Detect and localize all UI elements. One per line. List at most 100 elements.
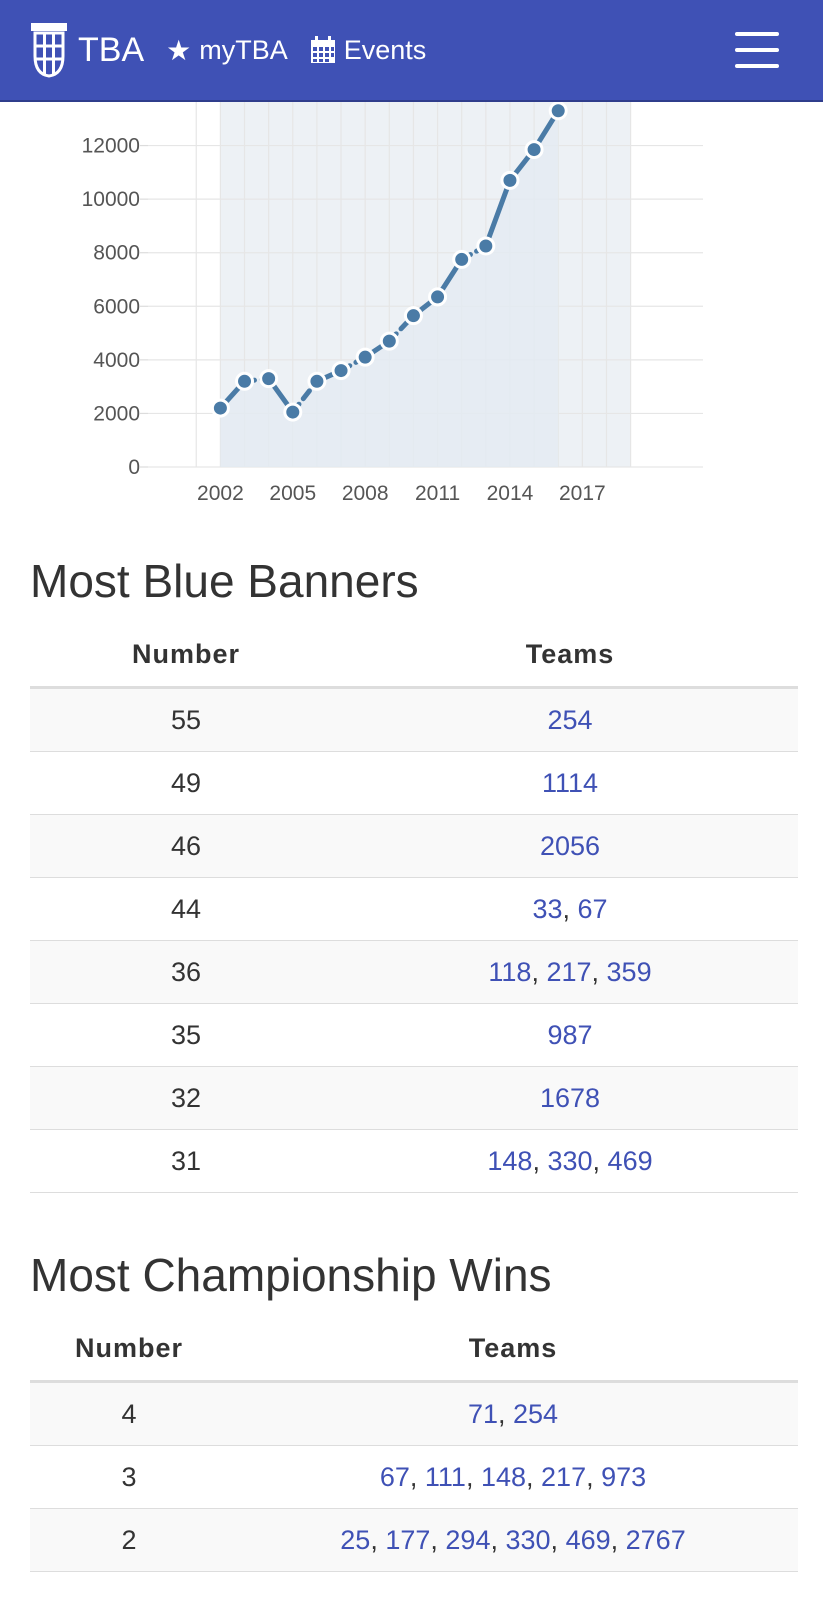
table-row: 3 67, 111, 148, 217, 973 bbox=[30, 1445, 798, 1509]
number-cell: 55 bbox=[30, 687, 342, 752]
team-link[interactable]: 67 bbox=[379, 1461, 410, 1492]
number-cell: 44 bbox=[30, 877, 342, 941]
team-link[interactable]: 148 bbox=[487, 1145, 533, 1176]
team-link[interactable]: 254 bbox=[547, 704, 593, 735]
y-tick-label: 8000 bbox=[93, 242, 140, 265]
team-separator: , bbox=[592, 1145, 608, 1176]
number-cell: 35 bbox=[30, 1003, 342, 1067]
nav-link-events[interactable]: Events bbox=[310, 34, 427, 66]
team-separator: , bbox=[370, 1524, 386, 1555]
teams-cell: 254 bbox=[342, 687, 798, 752]
team-link[interactable]: 330 bbox=[547, 1145, 593, 1176]
team-link[interactable]: 118 bbox=[488, 956, 532, 987]
data-point[interactable] bbox=[379, 331, 399, 351]
data-point[interactable] bbox=[452, 249, 472, 269]
y-tick-label: 12000 bbox=[82, 135, 140, 158]
data-point[interactable] bbox=[259, 369, 279, 389]
team-separator: , bbox=[591, 956, 607, 987]
area-fill bbox=[220, 110, 559, 467]
data-point[interactable] bbox=[331, 361, 351, 381]
data-point[interactable] bbox=[355, 347, 375, 367]
x-tick-label: 2008 bbox=[342, 482, 389, 505]
team-link[interactable]: 359 bbox=[606, 956, 652, 987]
table-row: 55 254 bbox=[30, 687, 798, 752]
x-tick-label: 2005 bbox=[269, 482, 316, 505]
nav-link-label: myTBA bbox=[199, 34, 288, 65]
data-point[interactable] bbox=[307, 371, 327, 391]
team-separator: , bbox=[531, 956, 547, 987]
data-point[interactable] bbox=[476, 236, 496, 256]
y-tick-label: 2000 bbox=[93, 402, 140, 425]
table-row: 35 987 bbox=[30, 1003, 798, 1067]
number-cell: 4 bbox=[30, 1381, 228, 1446]
team-link[interactable]: 217 bbox=[541, 1461, 587, 1492]
series-line-segment bbox=[483, 177, 513, 249]
data-point[interactable] bbox=[210, 398, 230, 418]
data-point[interactable] bbox=[403, 306, 423, 326]
team-link[interactable]: 294 bbox=[445, 1524, 491, 1555]
hamburger-menu-icon[interactable] bbox=[735, 32, 779, 68]
table-row: 32 1678 bbox=[30, 1066, 798, 1130]
line-chart: 0 2000 4000 6000 8000 10000 12000 2002 2005 2008 2… bbox=[82, 102, 703, 505]
data-point[interactable] bbox=[524, 140, 544, 160]
team-separator: , bbox=[562, 893, 578, 924]
data-point[interactable] bbox=[548, 102, 568, 121]
number-cell: 3 bbox=[30, 1445, 228, 1509]
number-cell: 49 bbox=[30, 751, 342, 815]
team-link[interactable]: 2767 bbox=[625, 1524, 686, 1555]
table-row: 2 25, 177, 294, 330, 469, 2767 bbox=[30, 1508, 798, 1572]
team-separator: , bbox=[532, 1145, 548, 1176]
team-link[interactable]: 25 bbox=[340, 1524, 371, 1555]
brand-link[interactable]: TBA bbox=[30, 22, 144, 78]
data-point[interactable] bbox=[428, 287, 448, 307]
data-point[interactable] bbox=[235, 371, 255, 391]
x-tick-label: 2011 bbox=[415, 482, 460, 505]
team-link[interactable]: 1678 bbox=[539, 1082, 601, 1113]
team-link[interactable]: 469 bbox=[565, 1524, 611, 1555]
calendar-icon bbox=[310, 36, 335, 63]
team-link[interactable]: 254 bbox=[513, 1398, 559, 1429]
y-tick-label: 0 bbox=[128, 456, 140, 479]
championship-wins-title: Most Championship Wins bbox=[30, 1249, 552, 1301]
team-separator: , bbox=[465, 1461, 481, 1492]
team-link[interactable]: 177 bbox=[385, 1524, 431, 1555]
table-header-row: Number Teams bbox=[30, 622, 798, 689]
teams-cell: 148, 330, 469 bbox=[342, 1129, 798, 1193]
team-link[interactable]: 33 bbox=[532, 893, 563, 924]
tba-logo-icon bbox=[31, 23, 67, 78]
team-link[interactable]: 111 bbox=[424, 1461, 466, 1492]
table-row: 31 148, 330, 469 bbox=[30, 1129, 798, 1193]
column-header-number: Number bbox=[30, 622, 342, 689]
team-link[interactable]: 469 bbox=[607, 1145, 653, 1176]
nav-link-label: Events bbox=[343, 34, 427, 65]
teams-cell: 987 bbox=[342, 1003, 798, 1067]
table-row: 46 2056 bbox=[30, 814, 798, 878]
team-link[interactable]: 330 bbox=[505, 1524, 551, 1555]
team-link[interactable]: 1114 bbox=[541, 767, 599, 798]
championship-wins-table: Number Teams 4 71, 254 3 67, 111, 148, 217,… bbox=[30, 1316, 798, 1572]
y-tick-label: 6000 bbox=[93, 295, 140, 318]
team-link[interactable]: 973 bbox=[601, 1461, 647, 1492]
team-link[interactable]: 148 bbox=[480, 1461, 527, 1492]
team-link[interactable]: 987 bbox=[547, 1019, 593, 1050]
column-header-teams: Teams bbox=[228, 1316, 798, 1383]
number-cell: 31 bbox=[30, 1129, 342, 1193]
brand-text: TBA bbox=[78, 30, 145, 69]
number-cell: 32 bbox=[30, 1066, 342, 1130]
team-separator: , bbox=[586, 1461, 602, 1492]
team-link[interactable]: 2056 bbox=[539, 830, 601, 861]
team-link[interactable]: 67 bbox=[577, 893, 608, 924]
blue-banners-title: Most Blue Banners bbox=[30, 555, 419, 607]
data-point[interactable] bbox=[500, 170, 520, 190]
team-link[interactable]: 71 bbox=[467, 1398, 498, 1429]
data-point[interactable] bbox=[283, 402, 303, 422]
x-tick-label: 2014 bbox=[487, 482, 534, 505]
team-separator: , bbox=[497, 1398, 513, 1429]
top-navbar: TBA ★ myTBA Events bbox=[0, 0, 823, 102]
x-tick-label: 2002 bbox=[197, 482, 244, 505]
table-row: 44 33, 67 bbox=[30, 877, 798, 941]
team-link[interactable]: 217 bbox=[546, 956, 592, 987]
teams-cell: 67, 111, 148, 217, 973 bbox=[228, 1445, 798, 1509]
teams-cell: 25, 177, 294, 330, 469, 2767 bbox=[228, 1508, 798, 1572]
nav-link-mytba[interactable]: ★ myTBA bbox=[166, 34, 288, 67]
